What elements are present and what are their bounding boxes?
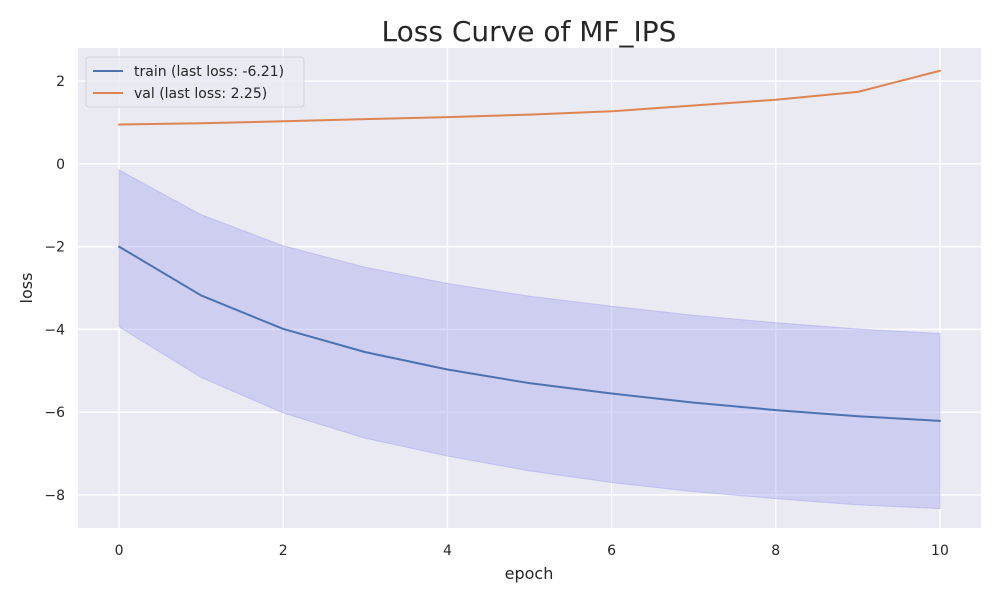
legend-box bbox=[85, 56, 305, 108]
y-tick-label: −6 bbox=[44, 405, 65, 421]
series-band-0 bbox=[118, 169, 941, 510]
x-tick-label: 6 bbox=[607, 543, 616, 559]
y-tick-label: −4 bbox=[44, 322, 65, 338]
chart-title: Loss Curve of MF_IPS bbox=[382, 15, 677, 48]
y-tick-label: −2 bbox=[44, 240, 65, 256]
legend-label-0: train (last loss: -6.21) bbox=[134, 64, 284, 80]
series-line-0 bbox=[118, 245, 941, 422]
series-lines bbox=[118, 69, 941, 422]
plot-background bbox=[78, 48, 981, 528]
x-tick-label: 2 bbox=[279, 543, 288, 559]
x-tick-label: 0 bbox=[115, 543, 124, 559]
legend-label-1: val (last loss: 2.25) bbox=[134, 86, 267, 102]
x-tick-label: 4 bbox=[443, 543, 452, 559]
x-tick-label: 10 bbox=[931, 543, 949, 559]
grid-lines bbox=[78, 48, 981, 528]
x-tick-label: 8 bbox=[771, 543, 780, 559]
x-axis-label: epoch bbox=[505, 564, 554, 583]
y-tick-label: −8 bbox=[44, 488, 65, 504]
series-line-1 bbox=[118, 69, 941, 126]
y-axis-label: loss bbox=[17, 273, 36, 304]
y-tick-label: 0 bbox=[56, 157, 65, 173]
legend: train (last loss: -6.21) val (last loss: … bbox=[85, 56, 305, 108]
confidence-bands bbox=[118, 169, 941, 510]
tick-labels: 0 2 4 6 8 10 2 0 −2 −4 −6 −8 bbox=[44, 74, 949, 559]
y-tick-label: 2 bbox=[56, 74, 65, 90]
